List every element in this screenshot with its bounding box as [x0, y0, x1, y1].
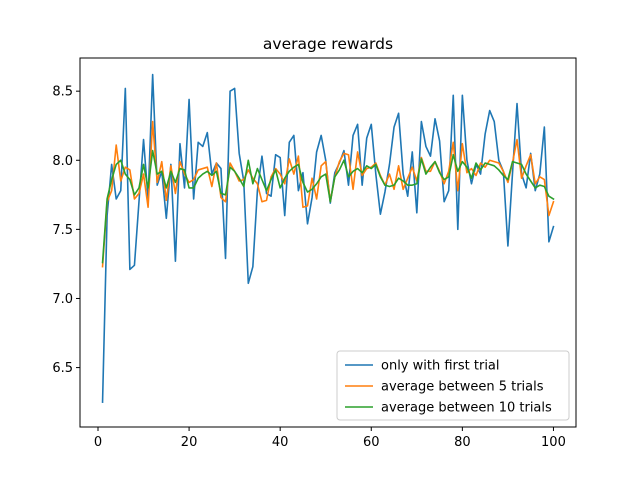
y-tick-label: 8.0 [52, 154, 73, 169]
x-tick-label: 40 [272, 435, 289, 450]
legend: only with first trial average between 5 t… [336, 350, 570, 421]
x-tick-label: 20 [181, 435, 198, 450]
legend-label-3: average between 10 trials [381, 401, 552, 416]
x-tick-label: 0 [94, 435, 102, 450]
x-tick-label: 80 [454, 435, 471, 450]
legend-box [336, 350, 570, 421]
plot-frame [79, 57, 577, 428]
y-tick-label: 8.5 [52, 85, 73, 100]
y-tick-label: 7.0 [52, 292, 73, 307]
x-axis: 0 20 40 60 80 100 [94, 427, 566, 450]
y-axis: 6.5 7.0 7.5 8.0 8.5 [52, 85, 80, 376]
y-tick-label: 6.5 [52, 361, 73, 376]
legend-label-2: average between 5 trials [381, 380, 544, 395]
y-tick-label: 7.5 [52, 223, 73, 238]
series-line-3 [101, 149, 555, 264]
series-layer [101, 73, 555, 403]
x-tick-label: 100 [541, 435, 566, 450]
x-tick-label: 60 [363, 435, 380, 450]
chart-title: average rewards [263, 35, 393, 53]
legend-label-1: only with first trial [381, 359, 500, 374]
